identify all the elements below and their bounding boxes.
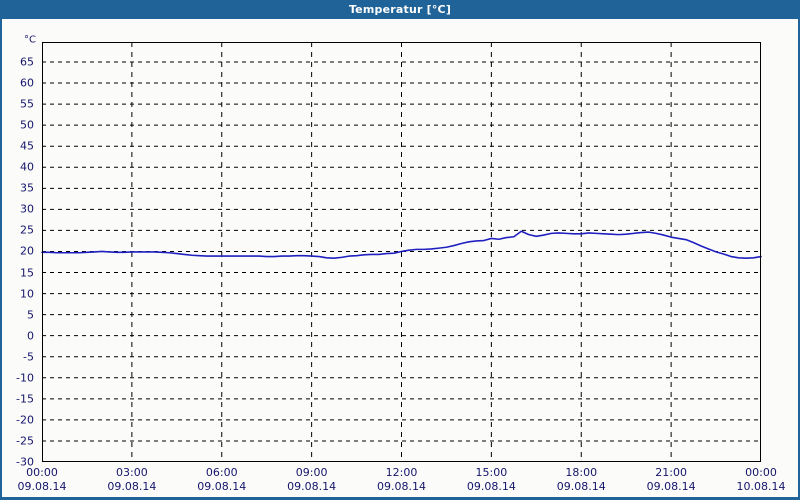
window-title-bar: Temperatur [°C] [0, 0, 800, 19]
x-tick-date: 09.08.14 [197, 480, 247, 493]
y-axis-tick-neg30: -30 [16, 455, 34, 469]
y-axis-tick-neg20: -20 [16, 413, 34, 427]
y-axis-tick-40: 40 [20, 160, 34, 174]
x-tick-date: 09.08.14 [17, 480, 67, 493]
y-axis-unit-label: °C [24, 34, 36, 46]
y-axis-tick-65: 65 [20, 55, 34, 69]
x-axis-tick-7: 21:00 09.08.14 [626, 466, 716, 494]
y-axis-tick-neg10: -10 [16, 371, 34, 385]
x-axis-tick-8: 00:00 10.08.14 [716, 466, 800, 494]
x-axis-tick-2: 06:00 09.08.14 [177, 466, 267, 494]
x-tick-time: 03:00 [116, 466, 148, 479]
x-tick-time: 06:00 [205, 466, 238, 479]
y-axis-tick-35: 35 [20, 181, 34, 195]
x-tick-time: 21:00 [655, 466, 687, 479]
temperature-series-line [41, 230, 762, 260]
y-axis-tick-10: 10 [20, 287, 34, 301]
x-tick-date: 09.08.14 [556, 480, 606, 493]
x-tick-time: 15:00 [475, 466, 508, 479]
x-axis-tick-0: 00:00 09.08.14 [0, 466, 87, 494]
x-tick-time: 12:00 [385, 466, 418, 479]
frame-left-border [0, 19, 2, 498]
page-title: Temperatur [°C] [348, 3, 452, 16]
x-tick-date: 10.08.14 [736, 480, 786, 493]
y-axis-tick-0: 0 [27, 329, 34, 343]
x-tick-date: 09.08.14 [646, 480, 696, 493]
x-tick-date: 09.08.14 [466, 480, 516, 493]
x-axis-tick-6: 18:00 09.08.14 [536, 466, 626, 494]
frame-right-border [798, 19, 800, 498]
x-tick-date: 09.08.14 [287, 480, 337, 493]
x-axis-tick-4: 12:00 09.08.14 [357, 466, 447, 494]
y-axis-tick-15: 15 [20, 266, 34, 280]
y-axis-tick-50: 50 [20, 118, 34, 132]
y-axis-tick-neg5: -5 [23, 350, 34, 364]
y-axis-tick-neg15: -15 [16, 392, 34, 406]
y-axis-tick-neg25: -25 [16, 434, 34, 448]
y-axis-tick-55: 55 [20, 97, 34, 111]
x-tick-time: 09:00 [295, 466, 328, 479]
x-axis-tick-5: 15:00 09.08.14 [446, 466, 536, 494]
y-axis-tick-20: 20 [20, 244, 34, 258]
x-tick-date: 09.08.14 [107, 480, 157, 493]
x-tick-time: 00:00 [745, 466, 777, 479]
x-axis-tick-1: 03:00 09.08.14 [87, 466, 177, 494]
chart-canvas [2, 19, 798, 497]
y-axis-tick-60: 60 [20, 76, 34, 90]
y-axis-tick-45: 45 [20, 139, 34, 153]
x-tick-date: 09.08.14 [377, 480, 426, 493]
plot-border [42, 42, 761, 462]
x-axis-tick-3: 09:00 09.08.14 [267, 466, 357, 494]
y-axis-tick-25: 25 [20, 223, 34, 237]
x-tick-time: 18:00 [565, 466, 598, 479]
x-tick-time: 00:00 [26, 466, 58, 479]
frame-bottom-border [0, 497, 800, 500]
y-axis-tick-5: 5 [27, 308, 34, 322]
plot-area [41, 42, 762, 462]
y-axis-tick-30: 30 [20, 202, 34, 216]
